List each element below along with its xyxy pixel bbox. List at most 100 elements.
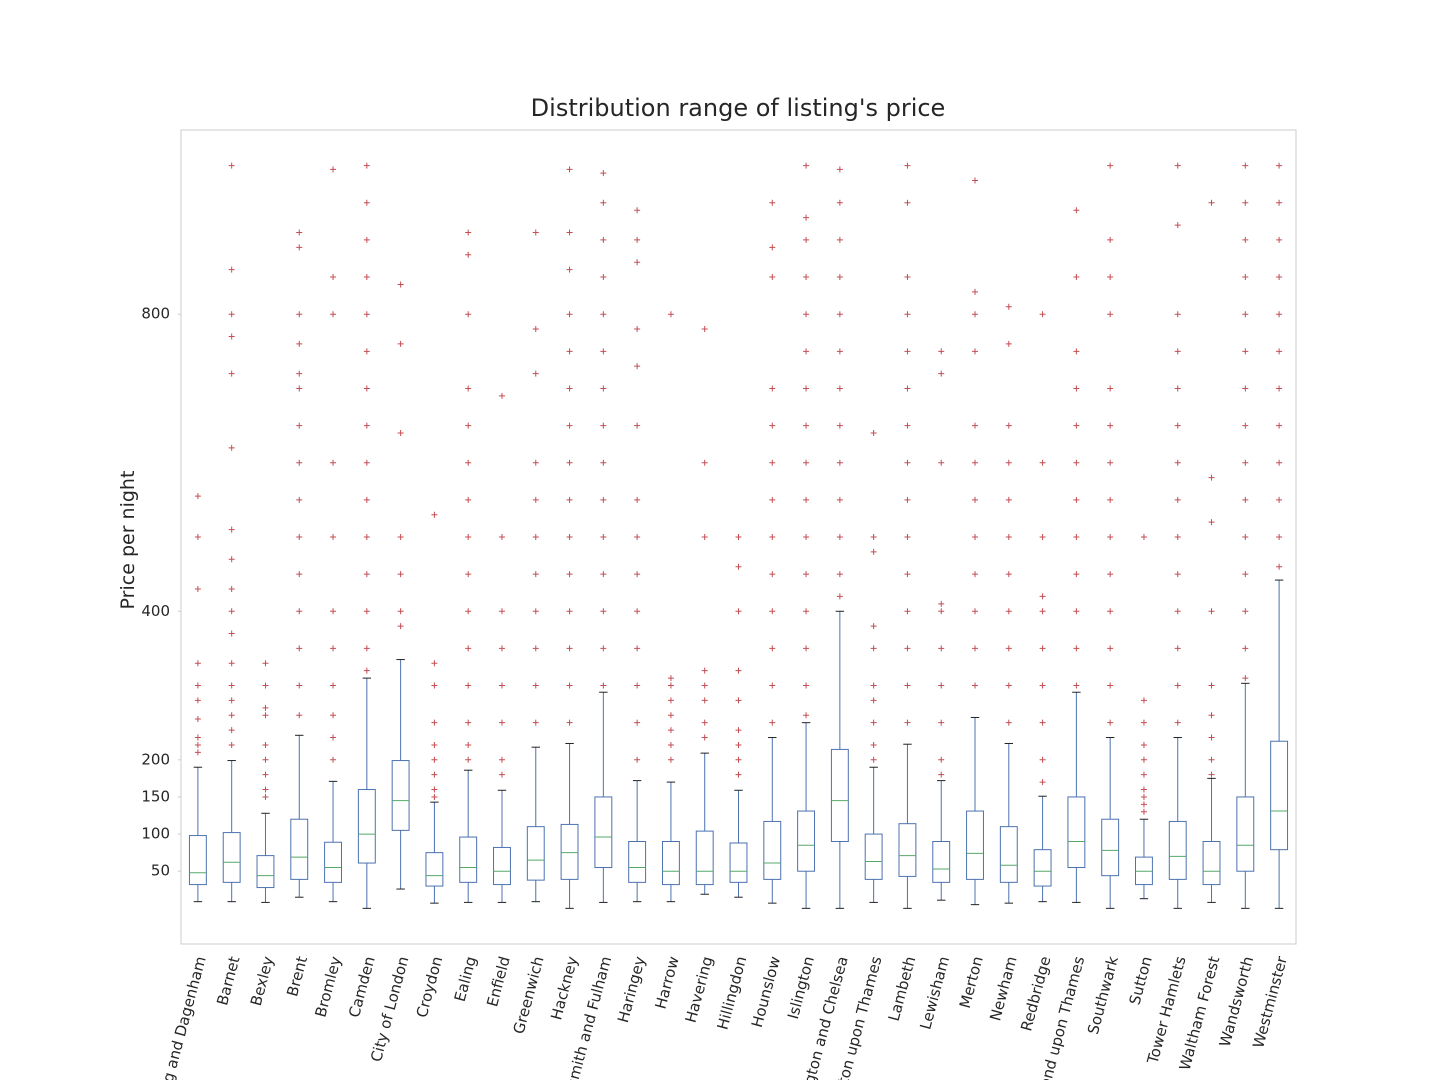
flier: [836, 311, 843, 318]
x-tick-label: Brent: [283, 954, 311, 998]
flier: [1107, 534, 1114, 540]
flier: [566, 385, 573, 392]
flier: [836, 236, 843, 243]
flier: [330, 311, 337, 318]
flier: [769, 496, 776, 503]
flier: [330, 645, 337, 652]
flier: [938, 756, 945, 763]
flier: [1174, 422, 1181, 429]
box: [864, 833, 883, 880]
flier: [1073, 496, 1080, 503]
box: [999, 826, 1018, 883]
flier: [735, 727, 742, 734]
flier: [228, 444, 235, 451]
flier: [1039, 682, 1046, 689]
flier: [296, 571, 303, 578]
flier: [904, 422, 911, 429]
flier: [363, 571, 370, 578]
flier: [1208, 682, 1215, 689]
flier: [566, 608, 573, 615]
flier: [735, 667, 742, 674]
flier: [1276, 459, 1283, 466]
box: [425, 852, 444, 887]
flier: [1039, 534, 1046, 540]
flier: [904, 199, 911, 206]
flier: [296, 340, 303, 347]
flier: [769, 459, 776, 466]
flier: [1242, 608, 1249, 615]
flier: [701, 682, 708, 689]
flier: [803, 385, 810, 392]
flier: [296, 534, 303, 540]
flier: [532, 326, 539, 333]
flier: [634, 645, 641, 652]
flier: [803, 162, 810, 169]
x-tick-label: Harrow: [652, 954, 683, 1011]
x-tick-label: Hackney: [547, 954, 581, 1022]
flier: [1073, 571, 1080, 578]
flier: [803, 311, 810, 318]
flier: [1140, 741, 1147, 748]
flier: [1242, 496, 1249, 503]
flier: [1107, 608, 1114, 615]
flier: [701, 719, 708, 726]
flier: [634, 363, 641, 370]
flier: [1174, 645, 1181, 652]
flier: [938, 682, 945, 689]
flier: [972, 177, 979, 184]
x-tick-label: Bexley: [247, 954, 277, 1007]
flier: [330, 534, 337, 540]
flier: [1208, 756, 1215, 763]
box: [357, 789, 376, 864]
flier: [228, 712, 235, 719]
flier: [600, 311, 607, 318]
flier: [1276, 274, 1283, 281]
flier: [1242, 534, 1249, 540]
flier: [1107, 459, 1114, 466]
flier: [1039, 779, 1046, 786]
flier: [1073, 422, 1080, 429]
flier: [465, 608, 472, 615]
flier: [1208, 519, 1215, 526]
flier: [1242, 236, 1249, 243]
flier: [1140, 786, 1147, 793]
flier: [600, 534, 607, 540]
x-tick-label: Camden: [345, 954, 379, 1019]
flier: [769, 682, 776, 689]
flier: [938, 608, 945, 615]
flier: [634, 207, 641, 214]
flier: [566, 534, 573, 540]
flier: [262, 771, 269, 778]
flier: [972, 645, 979, 652]
flier: [701, 734, 708, 741]
flier: [769, 244, 776, 251]
flier: [532, 459, 539, 466]
flier: [836, 496, 843, 503]
flier: [972, 459, 979, 466]
flier: [431, 511, 438, 518]
flier: [363, 385, 370, 392]
x-tick-label: Westminster: [1249, 954, 1291, 1051]
box: [594, 796, 613, 869]
flier: [397, 430, 404, 437]
flier: [972, 288, 979, 295]
flier: [972, 608, 979, 615]
x-tick-label: Newham: [986, 954, 1020, 1022]
flier: [904, 645, 911, 652]
flier: [363, 667, 370, 674]
flier: [1174, 348, 1181, 355]
flier: [600, 274, 607, 281]
flier: [1073, 207, 1080, 214]
flier: [1140, 719, 1147, 726]
x-tick-label: Ealing: [451, 954, 480, 1003]
flier: [803, 608, 810, 615]
flier: [498, 719, 505, 726]
flier: [498, 534, 505, 540]
box: [830, 748, 849, 843]
flier: [228, 697, 235, 704]
x-tick-label: Croydon: [413, 954, 447, 1019]
flier: [498, 682, 505, 689]
flier: [296, 459, 303, 466]
flier: [228, 608, 235, 615]
